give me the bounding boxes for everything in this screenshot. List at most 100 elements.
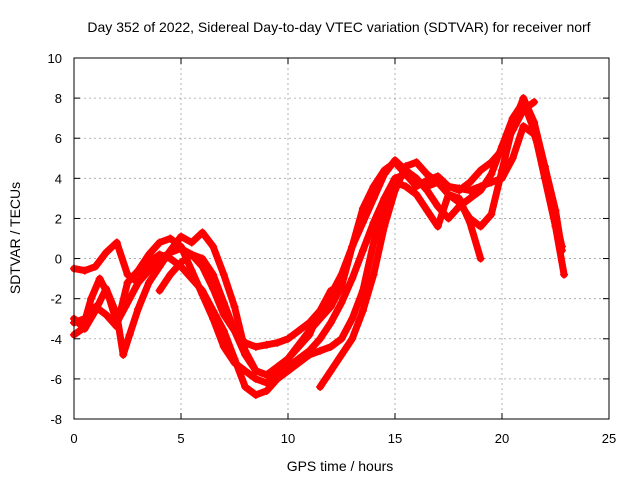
plot-frame <box>73 57 610 420</box>
y-tick-label: 10 <box>48 51 62 66</box>
data-point <box>358 218 367 227</box>
data-point <box>177 232 185 241</box>
data-point <box>230 326 239 335</box>
data-point <box>166 246 175 255</box>
data-point <box>102 310 111 319</box>
data-point <box>166 254 175 263</box>
data-point <box>187 238 196 247</box>
data-point <box>369 194 378 203</box>
data-point <box>95 274 104 283</box>
y-tick-label: 8 <box>55 91 62 106</box>
data-point <box>369 238 378 247</box>
data-point <box>519 106 528 115</box>
data-point <box>219 298 228 307</box>
axis-ticks <box>73 57 610 420</box>
data-point <box>326 342 335 351</box>
data-point <box>104 290 113 299</box>
axis-tick-labels: 0 5 10 15 20 25 -8 -6 -4 -2 0 2 4 6 8 10 <box>48 51 617 446</box>
data-point <box>262 378 271 387</box>
data-point <box>530 118 539 127</box>
data-point <box>198 228 207 237</box>
data-point <box>530 98 539 107</box>
data-point <box>144 278 153 287</box>
data-point <box>316 382 325 391</box>
data-point <box>209 314 218 323</box>
data-point <box>305 330 314 339</box>
series-line <box>70 98 568 379</box>
data-point <box>560 270 569 279</box>
data-point <box>241 350 250 359</box>
data-point <box>337 334 346 343</box>
data-point <box>102 248 111 257</box>
data-point <box>348 274 357 283</box>
data-point <box>380 222 389 231</box>
data-point <box>273 370 282 379</box>
data-point <box>465 194 474 203</box>
data-point <box>155 250 164 259</box>
data-point <box>91 302 100 311</box>
data-point <box>444 182 453 191</box>
data-point <box>187 266 196 275</box>
data-point <box>433 222 442 231</box>
x-tick-label: 10 <box>281 431 295 446</box>
data-point <box>80 266 89 275</box>
data-point <box>337 282 346 291</box>
data-point <box>433 178 442 187</box>
data-point <box>294 326 303 335</box>
data-point <box>251 342 260 351</box>
data-point <box>125 330 134 339</box>
x-tick-label: 5 <box>177 431 184 446</box>
data-point <box>423 170 432 179</box>
data-point <box>251 390 260 399</box>
data-point <box>134 278 143 287</box>
data-point <box>326 366 335 375</box>
data-point <box>187 250 196 259</box>
data-point <box>369 270 378 279</box>
y-tick-label: 0 <box>55 252 62 267</box>
data-point <box>251 366 260 375</box>
data-point <box>519 94 528 103</box>
data-point <box>423 206 432 215</box>
data-point <box>284 362 292 371</box>
data-series <box>70 94 569 399</box>
data-point <box>401 182 410 191</box>
data-point <box>412 158 421 167</box>
data-point <box>412 190 421 199</box>
data-point <box>476 166 485 175</box>
data-point <box>209 270 218 279</box>
data-point <box>540 162 549 171</box>
data-point <box>455 186 464 195</box>
chart-title: Day 352 of 2022, Sidereal Day-to-day VTE… <box>87 19 590 35</box>
data-point <box>476 186 485 195</box>
data-point <box>412 178 421 187</box>
data-point <box>112 322 121 331</box>
x-tick-label: 25 <box>602 431 616 446</box>
data-point <box>444 190 453 199</box>
data-point <box>508 126 517 135</box>
series-trace-5 <box>155 250 335 379</box>
x-tick-label: 0 <box>70 431 77 446</box>
data-point <box>557 242 566 251</box>
data-point <box>444 214 453 223</box>
data-point <box>262 386 271 395</box>
x-tick-label: 20 <box>495 431 509 446</box>
data-point <box>380 194 389 203</box>
data-point <box>209 242 218 251</box>
data-point <box>78 324 87 333</box>
data-point <box>119 350 128 359</box>
data-point <box>112 238 121 247</box>
data-point <box>80 314 89 323</box>
data-point <box>134 304 143 313</box>
data-point <box>519 122 528 131</box>
data-point <box>498 146 506 155</box>
data-point <box>134 266 143 275</box>
y-tick-label: -8 <box>50 412 62 427</box>
y-tick-label: -6 <box>50 372 62 387</box>
y-axis-label: SDTVAR / TECUs <box>7 182 23 294</box>
data-point <box>487 210 496 219</box>
data-point <box>294 342 303 351</box>
data-point <box>380 170 389 179</box>
data-point <box>177 242 185 251</box>
data-point <box>498 166 506 175</box>
data-point <box>423 182 432 191</box>
